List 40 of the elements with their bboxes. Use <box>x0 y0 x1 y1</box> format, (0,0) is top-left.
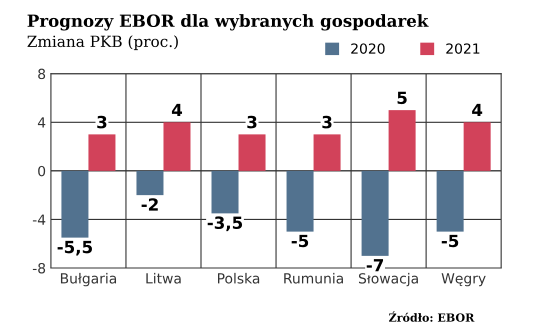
data-label: 3 <box>97 116 106 128</box>
x-tick-label: Rumunia <box>284 272 343 284</box>
text: Źródło: EBOR <box>388 311 474 322</box>
bar <box>88 134 116 171</box>
bar <box>212 170 239 214</box>
y-tick-label: 4 <box>38 117 46 128</box>
bar <box>238 134 266 171</box>
data-label: -5 <box>292 234 308 248</box>
x-tick-label: Słowacja <box>358 272 418 286</box>
bar <box>388 110 416 171</box>
data-label: 3 <box>322 116 332 128</box>
data-label: 5 <box>398 92 407 104</box>
x-tick-label: Polska <box>218 272 260 284</box>
data-label: -3,5 <box>208 216 242 232</box>
data-label: 3 <box>247 116 256 128</box>
bar <box>362 170 389 256</box>
bar <box>314 134 341 171</box>
y-tick-label: -8 <box>32 262 46 274</box>
y-tick-label: 0 <box>38 166 46 176</box>
data-label: 4 <box>472 104 482 116</box>
bar <box>136 170 164 196</box>
data-label: 4 <box>172 104 182 116</box>
data-label: -7 <box>366 259 384 272</box>
data-label: -5 <box>442 234 458 248</box>
y-tick-label: -4 <box>32 214 46 225</box>
bar <box>163 122 190 171</box>
data-label: -5,5 <box>58 240 92 256</box>
bar <box>286 170 314 232</box>
x-tick-label: Litwa <box>146 272 181 284</box>
legend-label: 2021 <box>446 43 480 54</box>
data-label: -2 <box>142 198 158 211</box>
y-tick-label: 8 <box>38 68 46 80</box>
legend-label: 2020 <box>351 43 385 54</box>
bar <box>61 170 88 238</box>
chart-title: Prognozy EBOR dla wybranych gospodarek <box>28 14 429 31</box>
chart-subtitle: Zmiana PKB (proc.) <box>27 35 178 50</box>
x-tick-label: Bułgaria <box>60 272 116 286</box>
bar <box>436 170 464 232</box>
x-tick-label: Węgry <box>442 273 486 286</box>
bar <box>464 122 491 171</box>
